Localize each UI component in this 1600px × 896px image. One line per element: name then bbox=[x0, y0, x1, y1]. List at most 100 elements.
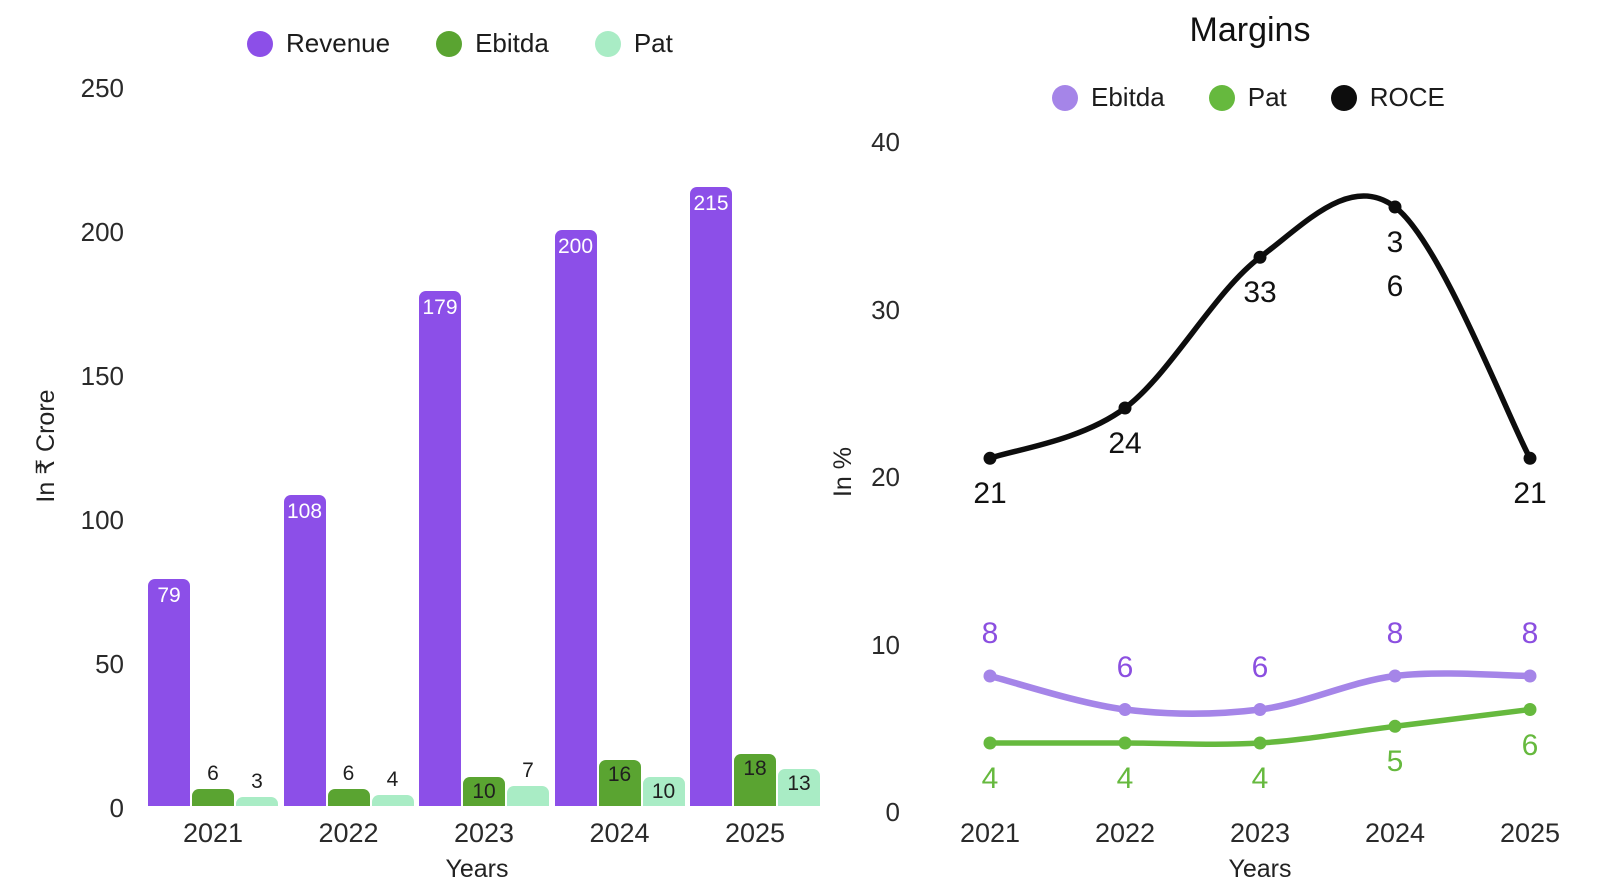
bar-legend-label: Pat bbox=[633, 28, 673, 58]
line-x-tick-label: 2023 bbox=[1229, 818, 1291, 848]
bar-pat-2025 bbox=[778, 768, 820, 806]
line-x-tick-label: 2021 bbox=[959, 818, 1021, 848]
bar-ebitda-2023 bbox=[463, 777, 505, 806]
point-ebitda-2023 bbox=[1253, 703, 1267, 716]
point-label-pat-2023: 4 bbox=[1251, 762, 1269, 795]
point-roce-2021 bbox=[983, 451, 997, 465]
line-y-tick-label: 0 bbox=[885, 797, 900, 827]
bar-legend-item-ebitda: Ebitda bbox=[436, 28, 549, 59]
bar-y-tick-label: 200 bbox=[80, 217, 124, 247]
bar-y-tick-label: 0 bbox=[109, 793, 124, 823]
point-ebitda-2021 bbox=[983, 669, 997, 683]
bar-value-label-pat-2021: 3 bbox=[251, 770, 263, 794]
line-roce bbox=[987, 193, 1533, 462]
line-x-tick-label: 2022 bbox=[1094, 818, 1156, 848]
line-legend-label: Pat bbox=[1247, 82, 1287, 112]
pat-legend-swatch-icon bbox=[1208, 84, 1235, 111]
bar-revenue-2022 bbox=[283, 495, 326, 806]
bar-legend-item-pat: Pat bbox=[594, 28, 673, 59]
point-label-roce-2021: 21 bbox=[973, 477, 1007, 511]
line-y-tick-label: 10 bbox=[871, 629, 900, 660]
pat-legend-swatch-icon bbox=[594, 30, 621, 57]
bar-ebitda-2024 bbox=[598, 759, 641, 806]
bar-pat-2021 bbox=[236, 797, 278, 806]
bar-legend-label: Ebitda bbox=[475, 28, 549, 58]
bar-y-tick-label: 50 bbox=[95, 649, 124, 679]
bar-value-label-pat-2023: 7 bbox=[522, 758, 534, 782]
line-y-tick-label: 40 bbox=[871, 127, 900, 157]
point-pat-2023 bbox=[1253, 736, 1267, 750]
point-pat-2022 bbox=[1118, 736, 1132, 750]
bar-value-label-revenue-2025: 215 bbox=[693, 191, 729, 215]
bar-value-label-ebitda-2025: 18 bbox=[743, 757, 767, 781]
revenue-legend-swatch-icon bbox=[247, 30, 273, 57]
point-roce-2023 bbox=[1253, 250, 1267, 264]
point-roce-2025 bbox=[1523, 451, 1537, 465]
bar-legend-item-revenue: Revenue bbox=[247, 28, 390, 59]
point-label-pat-2025: 6 bbox=[1521, 728, 1539, 762]
point-label-ebitda-2021: 8 bbox=[981, 617, 999, 650]
bar-ebitda-2021 bbox=[192, 788, 234, 806]
point-pat-2024 bbox=[1388, 719, 1402, 733]
bar-pat-2022 bbox=[371, 794, 414, 806]
bar-chart-x-axis-title: Years bbox=[445, 854, 509, 883]
point-roce-2022 bbox=[1118, 401, 1132, 415]
bar-value-label-revenue-2021: 79 bbox=[157, 583, 181, 607]
bar-x-tick-label: 2022 bbox=[318, 818, 379, 848]
line-legend-label: Ebitda bbox=[1091, 82, 1165, 112]
bar-x-tick-label: 2021 bbox=[182, 818, 244, 848]
point-label-roce-2023: 33 bbox=[1243, 276, 1277, 310]
point-ebitda-2025 bbox=[1523, 669, 1537, 683]
line-legend-label: ROCE bbox=[1369, 82, 1445, 112]
point-pat-2021 bbox=[983, 736, 997, 750]
line-chart-y-axis-title: In % bbox=[828, 446, 857, 498]
bar-value-label-ebitda-2022: 6 bbox=[342, 761, 355, 785]
point-label-ebitda-2025: 8 bbox=[1521, 617, 1539, 650]
ebitda-legend-swatch-icon bbox=[1052, 84, 1078, 111]
roce-legend-swatch-icon bbox=[1330, 84, 1357, 111]
point-pat-2025 bbox=[1523, 703, 1537, 716]
bar-value-label-pat-2024: 10 bbox=[651, 780, 676, 804]
bar-y-tick-label: 150 bbox=[80, 361, 124, 391]
line-legend-item-ebitda: Ebitda bbox=[1052, 82, 1165, 113]
line-x-tick-label: 2024 bbox=[1364, 818, 1426, 848]
line-chart-x-axis-title: Years bbox=[1228, 854, 1292, 883]
bar-value-label-revenue-2022: 108 bbox=[286, 500, 323, 523]
point-label-pat-2022: 4 bbox=[1116, 762, 1134, 795]
line-ebitda bbox=[986, 670, 1534, 717]
point-label-roce-2024: 3 6 bbox=[1386, 226, 1404, 303]
point-ebitda-2024 bbox=[1388, 669, 1402, 683]
bar-y-tick-label: 250 bbox=[80, 73, 124, 103]
ebitda-legend-swatch-icon bbox=[436, 30, 463, 57]
line-x-tick-label: 2025 bbox=[1499, 818, 1561, 848]
bar-revenue-2025 bbox=[690, 186, 732, 806]
line-legend-item-roce: ROCE bbox=[1330, 82, 1445, 113]
line-y-tick-label: 20 bbox=[871, 462, 900, 492]
bar-value-label-pat-2022: 4 bbox=[386, 767, 399, 791]
point-label-pat-2024: 5 bbox=[1386, 745, 1404, 779]
bar-ebitda-2022 bbox=[327, 788, 370, 806]
bar-value-label-ebitda-2021: 6 bbox=[207, 761, 219, 785]
point-label-roce-2025: 21 bbox=[1513, 477, 1547, 511]
bar-chart-legend: Revenue Ebitda Pat bbox=[247, 28, 673, 59]
point-label-ebitda-2022: 6 bbox=[1116, 650, 1134, 684]
line-legend-item-pat: Pat bbox=[1208, 82, 1287, 113]
bar-y-tick-label: 100 bbox=[80, 505, 124, 535]
point-label-pat-2021: 4 bbox=[981, 762, 999, 795]
point-label-ebitda-2024: 8 bbox=[1386, 617, 1404, 650]
bar-chart-y-axis-title: In ₹ Crore bbox=[32, 389, 60, 503]
line-pat bbox=[987, 706, 1533, 747]
bar-value-label-ebitda-2024: 16 bbox=[607, 762, 632, 786]
line-chart-legend: Ebitda Pat ROCE bbox=[1052, 82, 1445, 113]
point-ebitda-2022 bbox=[1118, 703, 1132, 716]
point-label-roce-2022: 24 bbox=[1108, 427, 1142, 460]
bar-value-label-revenue-2023: 179 bbox=[422, 295, 458, 319]
bar-revenue-2021 bbox=[148, 578, 190, 806]
bar-pat-2023 bbox=[507, 785, 549, 806]
bar-pat-2024 bbox=[642, 777, 685, 806]
bar-value-label-pat-2025: 13 bbox=[787, 771, 811, 795]
bar-value-label-revenue-2024: 200 bbox=[557, 235, 594, 258]
